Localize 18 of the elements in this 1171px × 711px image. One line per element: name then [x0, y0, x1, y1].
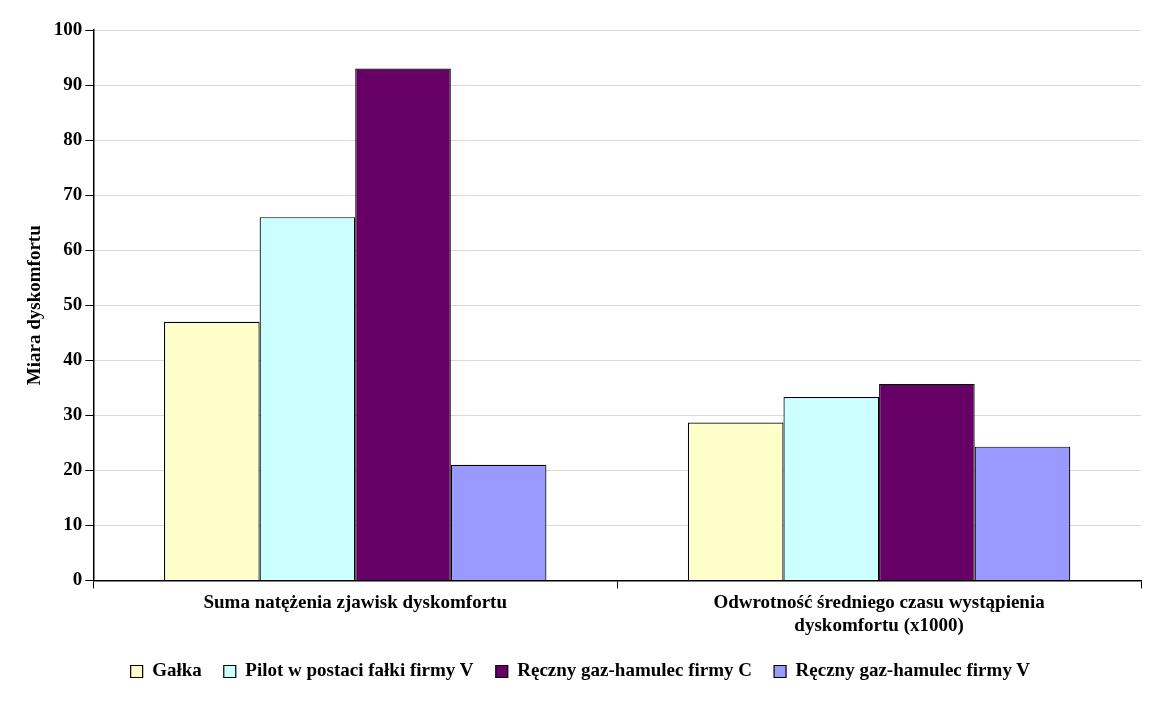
y-tick-label: 0: [72, 568, 83, 590]
y-tick-label: 100: [53, 17, 83, 39]
y-tick-label: 30: [63, 403, 83, 425]
y-tick-label: 10: [63, 513, 83, 535]
x-tick-label: Suma natężenia zjawisk dyskomfortu: [203, 590, 508, 612]
y-tick-label: 80: [63, 127, 83, 149]
legend-label: Gałka: [152, 659, 203, 681]
x-tick-label: Odwrotność średniego czasu wystąpienia dyskomfortu (x1000): [713, 590, 1046, 636]
y-tick-label: 90: [63, 72, 83, 94]
legend-label: Ręczny gaz-hamulec firmy V: [795, 659, 1031, 681]
y-tick-label: 20: [63, 458, 83, 480]
y-axis-title: Miara dyskomfortu: [23, 224, 45, 386]
y-tick-label: 50: [63, 293, 83, 315]
legend-label: Pilot w postaci fałki firmy V: [245, 659, 474, 681]
y-tick-label: 40: [63, 348, 83, 370]
legend-label: Ręczny gaz-hamulec firmy C: [517, 659, 753, 681]
y-tick-label: 60: [63, 238, 83, 260]
y-tick-label: 70: [63, 183, 83, 205]
